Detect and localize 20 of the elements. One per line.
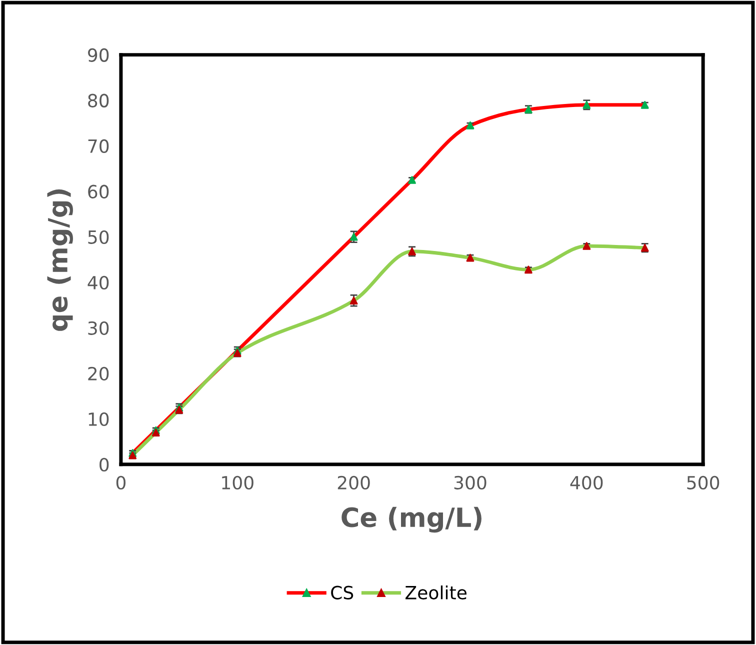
y-tick-label: 60: [88, 184, 109, 198]
x-tick-label: 200: [338, 476, 370, 490]
y-tick-label: 20: [88, 366, 109, 380]
y-tick-label: 40: [88, 276, 109, 290]
x-tick-label: 500: [687, 476, 720, 490]
y-tick-label: 30: [88, 321, 109, 335]
x-tick-label: 0: [116, 476, 126, 490]
y-tick-label: 50: [88, 230, 109, 244]
x-tick-label: 300: [454, 476, 486, 490]
y-tick-label: 0: [100, 458, 109, 472]
x-tick-label: 100: [222, 476, 254, 490]
y-tick-label: 90: [88, 48, 109, 62]
legend-label: Zeolite: [406, 585, 466, 600]
y-tick-label: 70: [88, 139, 109, 153]
legend-label: CS: [331, 586, 354, 600]
y-tick-label: 80: [88, 94, 109, 108]
y-axis-title: qe (mg/g): [47, 189, 73, 331]
x-axis-title: Ce (mg/L): [342, 506, 482, 533]
x-tick-label: 400: [570, 476, 603, 490]
y-tick-label: 10: [88, 412, 109, 426]
